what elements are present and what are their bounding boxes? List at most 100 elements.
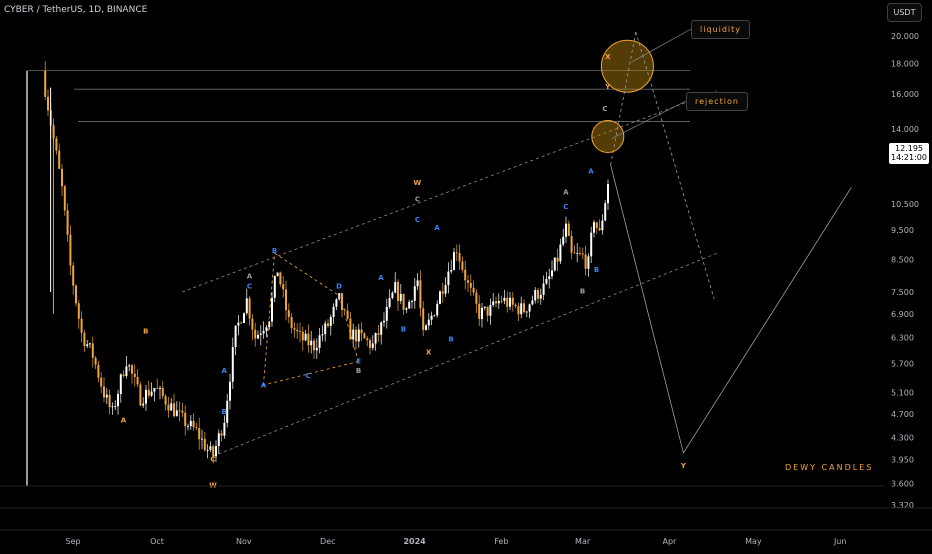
triangle-line <box>274 252 340 296</box>
triangle-pattern <box>263 252 359 386</box>
x-tick-label: Feb <box>494 537 508 546</box>
candle-body <box>556 257 559 262</box>
candle-body <box>125 366 128 377</box>
candle-body <box>436 303 439 316</box>
y-tick-label: 3.950 <box>891 455 914 464</box>
wave-label: B <box>272 247 277 255</box>
candle-body <box>114 406 117 408</box>
candle-body <box>595 222 598 229</box>
y-tick-label: 4.300 <box>891 433 914 442</box>
candle-body <box>388 298 391 307</box>
candle-body <box>234 325 237 347</box>
candle-body <box>402 293 405 310</box>
candle-body <box>366 338 369 341</box>
y-tick-label: 6.300 <box>891 334 914 343</box>
candle-body <box>346 310 349 319</box>
x-tick-label: May <box>745 537 762 546</box>
candle-body <box>94 357 97 365</box>
wave-label: B <box>401 325 406 333</box>
current-price: 12.195 <box>895 144 923 153</box>
candle-body <box>318 335 321 348</box>
y-tick-label: 18.000 <box>891 59 919 68</box>
candle-body <box>150 391 153 396</box>
candle-body <box>299 331 301 333</box>
candle-body <box>276 272 279 277</box>
x-tick-label: Oct <box>150 537 164 546</box>
candle-body <box>290 317 293 329</box>
candle-body <box>478 303 481 320</box>
candle-body <box>489 304 492 316</box>
candle-body <box>117 393 119 407</box>
candle-body <box>329 316 332 326</box>
candle-body <box>310 340 313 346</box>
candle-body <box>411 300 413 302</box>
candle-body <box>394 281 397 293</box>
candle-body <box>66 210 69 235</box>
candle-body <box>528 304 531 312</box>
candle-body <box>259 333 262 335</box>
candle-body <box>523 303 525 313</box>
chart-title: CYBER / TetherUS, 1D, BINANCE <box>4 5 148 15</box>
wave-label: C <box>210 455 215 463</box>
wave-label: B <box>594 266 599 274</box>
projection-up-line <box>610 31 637 165</box>
candle-body <box>461 261 464 270</box>
wave-label: C <box>247 283 252 291</box>
wave-label: X <box>605 53 611 61</box>
candle-body <box>587 256 590 269</box>
wave-label: A <box>247 272 253 280</box>
wave-label: A <box>221 367 227 375</box>
candle-body <box>153 388 156 392</box>
candle-body <box>380 322 383 335</box>
candle-body <box>455 252 458 254</box>
candle-body <box>279 272 282 285</box>
candle-body <box>142 403 145 406</box>
brand-watermark: DEWY CANDLES <box>785 463 874 472</box>
candle-body <box>139 384 142 406</box>
projection-alt-down-line <box>635 31 715 300</box>
candle-body <box>237 322 240 326</box>
candle-body <box>581 253 584 255</box>
candle-body <box>229 381 231 401</box>
candle-body <box>265 327 268 331</box>
candle-body <box>514 304 517 307</box>
candle-body <box>562 236 565 245</box>
candle-body <box>439 291 441 304</box>
candle-body <box>58 150 61 169</box>
candle-body <box>573 252 576 254</box>
wave-label: D <box>336 283 342 291</box>
y-tick-label: 9.500 <box>891 226 914 235</box>
candle-body <box>506 297 509 307</box>
candle-body <box>570 235 573 253</box>
candle-body <box>341 293 343 310</box>
candle-body <box>89 343 91 345</box>
candle-body <box>492 301 495 305</box>
candle-body <box>397 281 399 301</box>
candle-body <box>226 400 229 423</box>
candle-body <box>75 285 77 304</box>
candle-body <box>422 308 425 330</box>
y-tick-label: 7.500 <box>891 288 914 297</box>
x-axis: Sep Oct Nov Dec 2024 Feb Mar Apr May Jun <box>0 485 932 546</box>
candle-body <box>495 301 497 304</box>
candle-body <box>268 321 271 328</box>
candle-body <box>296 329 299 332</box>
candle-body <box>548 276 551 279</box>
candle-body <box>111 406 114 408</box>
currency-selector[interactable]: USDT <box>887 3 922 22</box>
wave-label: X <box>426 349 432 357</box>
candle-body <box>201 438 203 440</box>
candle-body <box>215 446 217 457</box>
candle-body <box>464 269 467 281</box>
candle-body <box>531 300 534 305</box>
wave-label: A <box>378 274 384 282</box>
projection-rebound-line <box>683 187 852 454</box>
candle-body <box>593 222 595 233</box>
candle-body <box>534 290 537 301</box>
y-tick-label: 20.000 <box>891 32 919 41</box>
wave-label: W <box>414 179 422 187</box>
candle-body <box>385 306 388 321</box>
